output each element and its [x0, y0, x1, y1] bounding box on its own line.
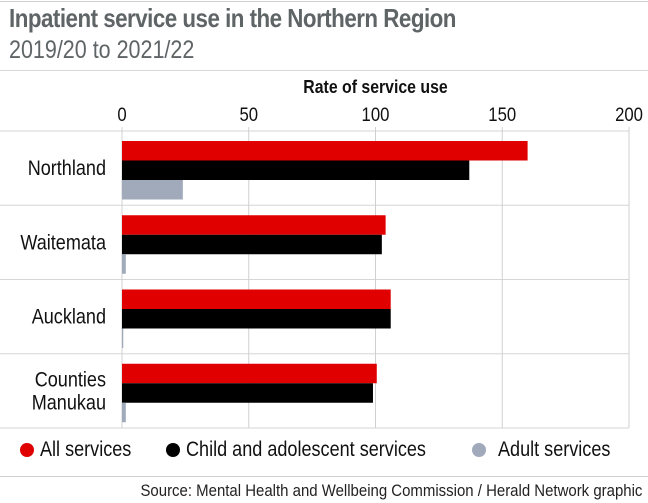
bar-all-services [122, 141, 528, 161]
bar-child-and-adolescent-services [122, 160, 470, 180]
x-tick-label: 150 [488, 104, 516, 125]
chart-subtitle: 2019/20 to 2021/22 [9, 36, 195, 64]
bar-chart: 0 50 100 150 200 Northland Waitemata Auckland Co… [0, 104, 643, 429]
x-tick-label: 50 [239, 104, 258, 125]
legend: All services Child and adolescent servic… [0, 438, 648, 470]
x-tick-label: 100 [362, 104, 390, 125]
category-label: Auckland [32, 305, 106, 329]
legend-item-all-services: All services [20, 438, 146, 462]
header-divider [0, 70, 648, 71]
bar-child-and-adolescent-services [122, 309, 391, 329]
category-label: Waitemata [20, 231, 106, 255]
category-label: Counties [35, 368, 106, 392]
chart-title: Inpatient service use in the Northern Re… [9, 3, 456, 33]
bar-all-services [122, 215, 386, 235]
bar-child-and-adolescent-services [122, 383, 373, 403]
x-tick-label: 200 [615, 104, 643, 125]
bar-all-services [122, 289, 391, 309]
legend-swatch-adult-services [472, 443, 486, 457]
bar-adult-services [122, 402, 126, 423]
bar-adult-services [122, 328, 124, 348]
legend-label: All services [40, 438, 132, 461]
legend-item-child-adolescent: Child and adolescent services [166, 438, 465, 462]
legend-swatch-all-services [20, 443, 34, 457]
legend-label: Adult services [498, 438, 611, 461]
bar-adult-services [122, 180, 183, 200]
top-rule [0, 1, 648, 2]
legend-label: Child and adolescent services [186, 438, 426, 461]
bar-all-services [122, 363, 377, 384]
legend-item-adult-services: Adult services [472, 438, 629, 462]
footer-divider [0, 476, 648, 477]
bar-child-and-adolescent-services [122, 234, 382, 255]
source-note: Source: Mental Health and Wellbeing Comm… [140, 481, 642, 500]
legend-swatch-child-adolescent [166, 443, 180, 457]
category-label: Northland [28, 157, 106, 181]
bar-adult-services [122, 254, 126, 274]
category-label: Manukau [32, 391, 106, 415]
x-tick-label: 0 [117, 104, 126, 125]
x-axis-title: Rate of service use [303, 77, 448, 97]
